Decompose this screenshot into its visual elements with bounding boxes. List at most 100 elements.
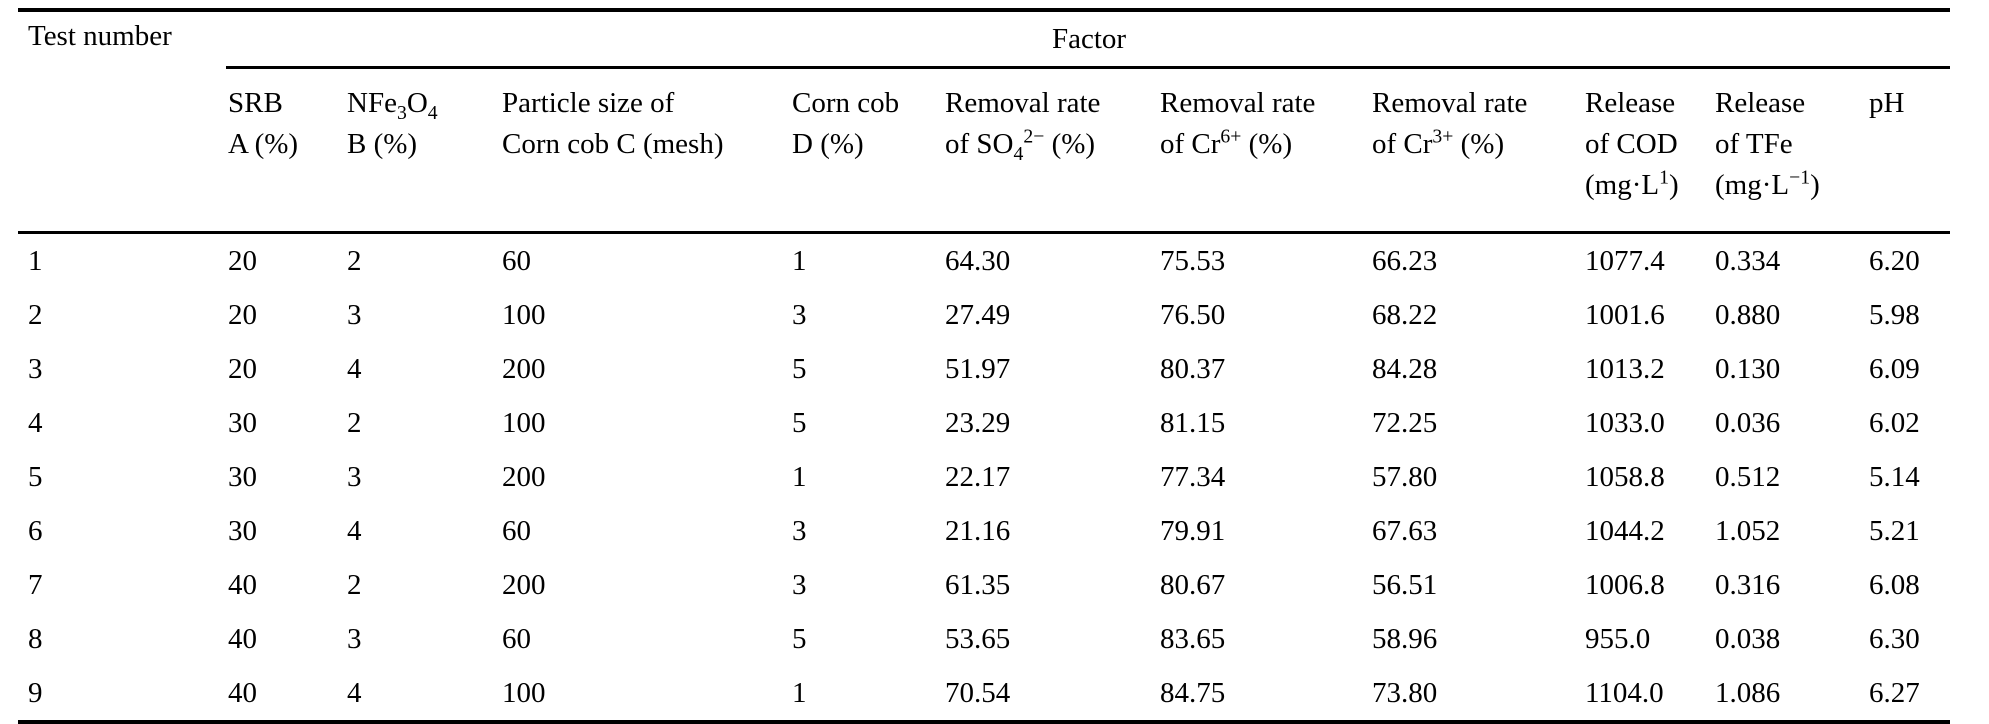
table-body: 1 20 2 60 1 64.30 75.53 66.23 1077.4 0.334 6.20 2 20… (18, 233, 1950, 723)
header-line: of Cr6+ (%) (1160, 124, 1370, 165)
cell-ph: 6.02 (1869, 406, 1920, 439)
header-text: of Cr (1372, 128, 1433, 160)
cell-removal-cr3: 72.25 (1372, 406, 1438, 439)
cell-test-number: 1 (28, 244, 43, 277)
cell-test-number: 7 (28, 568, 43, 601)
header-text: NFe (347, 87, 397, 119)
column-header-release-tfe: Release of TFe (mg·L−1) (1713, 67, 1867, 234)
column-header-nfe3o4: NFe3O4 B (%) (345, 67, 500, 234)
cell-ph: 5.14 (1869, 460, 1920, 493)
cell-removal-so4: 70.54 (945, 676, 1011, 709)
header-line: Particle size of (502, 83, 790, 124)
cell-particle-size: 60 (502, 622, 531, 655)
header-text: (%) (1453, 128, 1505, 160)
cell-corn-cob: 3 (792, 298, 807, 331)
cell-removal-cr6: 83.65 (1160, 622, 1226, 655)
corner-header-test-number: Test number (18, 10, 226, 234)
orthogonal-experiment-table: Test number Factor SRB A (%) NFe3O4 B (%) Pa… (18, 8, 1950, 724)
superscript-text: 2− (1023, 125, 1045, 148)
cell-removal-cr3: 57.80 (1372, 460, 1438, 493)
column-header-srb: SRB A (%) (226, 67, 345, 234)
superscript-text: 3+ (1432, 125, 1454, 148)
header-text: SRB (228, 87, 283, 119)
superscript-text: −1 (1789, 166, 1811, 189)
header-line: NFe3O4 (347, 83, 500, 124)
cell-removal-cr3: 58.96 (1372, 622, 1438, 655)
header-line: Removal rate (945, 83, 1158, 124)
table-row: 4 30 2 100 5 23.29 81.15 72.25 1033.0 0.036 6.02 (18, 396, 1950, 450)
cell-corn-cob: 3 (792, 568, 807, 601)
header-line: of COD (1585, 124, 1713, 165)
column-header-removal-so4: Removal rate of SO42− (%) (943, 67, 1158, 234)
cell-nfe3o4: 2 (347, 568, 362, 601)
table-row: 3 20 4 200 5 51.97 80.37 84.28 1013.2 0.130 6.09 (18, 342, 1950, 396)
cell-release-cod: 1104.0 (1585, 676, 1664, 709)
table-row: 6 30 4 60 3 21.16 79.91 67.63 1044.2 1.052 5.21 (18, 504, 1950, 558)
cell-removal-cr3: 84.28 (1372, 352, 1438, 385)
cell-srb: 30 (228, 460, 257, 493)
header-line: (mg·L−1) (1715, 165, 1867, 206)
column-header-ph: pH (1867, 67, 1950, 234)
cell-srb: 20 (228, 244, 257, 277)
cell-ph: 5.21 (1869, 514, 1920, 547)
header-line: SRB (228, 83, 345, 124)
header-text: O (406, 87, 428, 119)
cell-removal-so4: 21.16 (945, 514, 1011, 547)
cell-removal-cr3: 68.22 (1372, 298, 1438, 331)
cell-release-tfe: 1.086 (1715, 676, 1781, 709)
header-line: of TFe (1715, 124, 1867, 165)
cell-removal-so4: 23.29 (945, 406, 1011, 439)
cell-particle-size: 60 (502, 244, 531, 277)
cell-srb: 30 (228, 514, 257, 547)
header-text: (%) (1044, 128, 1096, 160)
column-header-row: SRB A (%) NFe3O4 B (%) Particle size of Corn … (18, 67, 1950, 234)
column-header-release-cod: Release of COD (mg·L1) (1583, 67, 1713, 234)
header-line: pH (1869, 83, 1950, 124)
cell-corn-cob: 5 (792, 622, 807, 655)
cell-particle-size: 200 (502, 352, 546, 385)
header-text: B (%) (347, 128, 418, 160)
cell-particle-size: 200 (502, 460, 546, 493)
cell-particle-size: 100 (502, 676, 546, 709)
cell-test-number: 2 (28, 298, 43, 331)
cell-removal-so4: 22.17 (945, 460, 1011, 493)
header-line: A (%) (228, 124, 345, 165)
table-row: 5 30 3 200 1 22.17 77.34 57.80 1058.8 0.512 5.14 (18, 450, 1950, 504)
experiment-table-container: Test number Factor SRB A (%) NFe3O4 B (%) Pa… (18, 8, 1989, 724)
cell-release-tfe: 0.130 (1715, 352, 1781, 385)
cell-release-cod: 1044.2 (1585, 514, 1665, 547)
cell-release-tfe: 0.880 (1715, 298, 1781, 331)
header-text: (%) (1241, 128, 1293, 160)
cell-release-tfe: 0.316 (1715, 568, 1781, 601)
header-text: Removal rate (1160, 87, 1316, 119)
cell-nfe3o4: 4 (347, 352, 362, 385)
header-text: (mg·L (1585, 169, 1660, 201)
header-line: Removal rate (1372, 83, 1583, 124)
table-header: Test number Factor SRB A (%) NFe3O4 B (%) Pa… (18, 10, 1950, 234)
cell-srb: 40 (228, 568, 257, 601)
header-line: D (%) (792, 124, 943, 165)
cell-removal-cr6: 77.34 (1160, 460, 1226, 493)
column-header-particle-size: Particle size of Corn cob C (mesh) (500, 67, 790, 234)
subscript-text: 4 (427, 101, 438, 124)
cell-removal-cr3: 66.23 (1372, 244, 1438, 277)
header-line: Removal rate (1160, 83, 1370, 124)
cell-removal-cr6: 75.53 (1160, 244, 1226, 277)
header-text: ) (1810, 169, 1820, 201)
cell-test-number: 5 (28, 460, 43, 493)
cell-removal-cr6: 80.67 (1160, 568, 1226, 601)
cell-corn-cob: 5 (792, 406, 807, 439)
cell-removal-cr6: 79.91 (1160, 514, 1226, 547)
cell-nfe3o4: 4 (347, 676, 362, 709)
header-line: Corn cob C (mesh) (502, 124, 790, 165)
cell-nfe3o4: 3 (347, 622, 362, 655)
cell-test-number: 8 (28, 622, 43, 655)
header-line: Release (1715, 83, 1867, 124)
cell-release-cod: 1006.8 (1585, 568, 1665, 601)
cell-particle-size: 100 (502, 298, 546, 331)
cell-release-cod: 1001.6 (1585, 298, 1665, 331)
cell-removal-cr6: 84.75 (1160, 676, 1226, 709)
group-header-row: Test number Factor (18, 10, 1950, 234)
table-row: 8 40 3 60 5 53.65 83.65 58.96 955.0 0.038 6.30 (18, 612, 1950, 666)
superscript-text: 6+ (1220, 125, 1242, 148)
